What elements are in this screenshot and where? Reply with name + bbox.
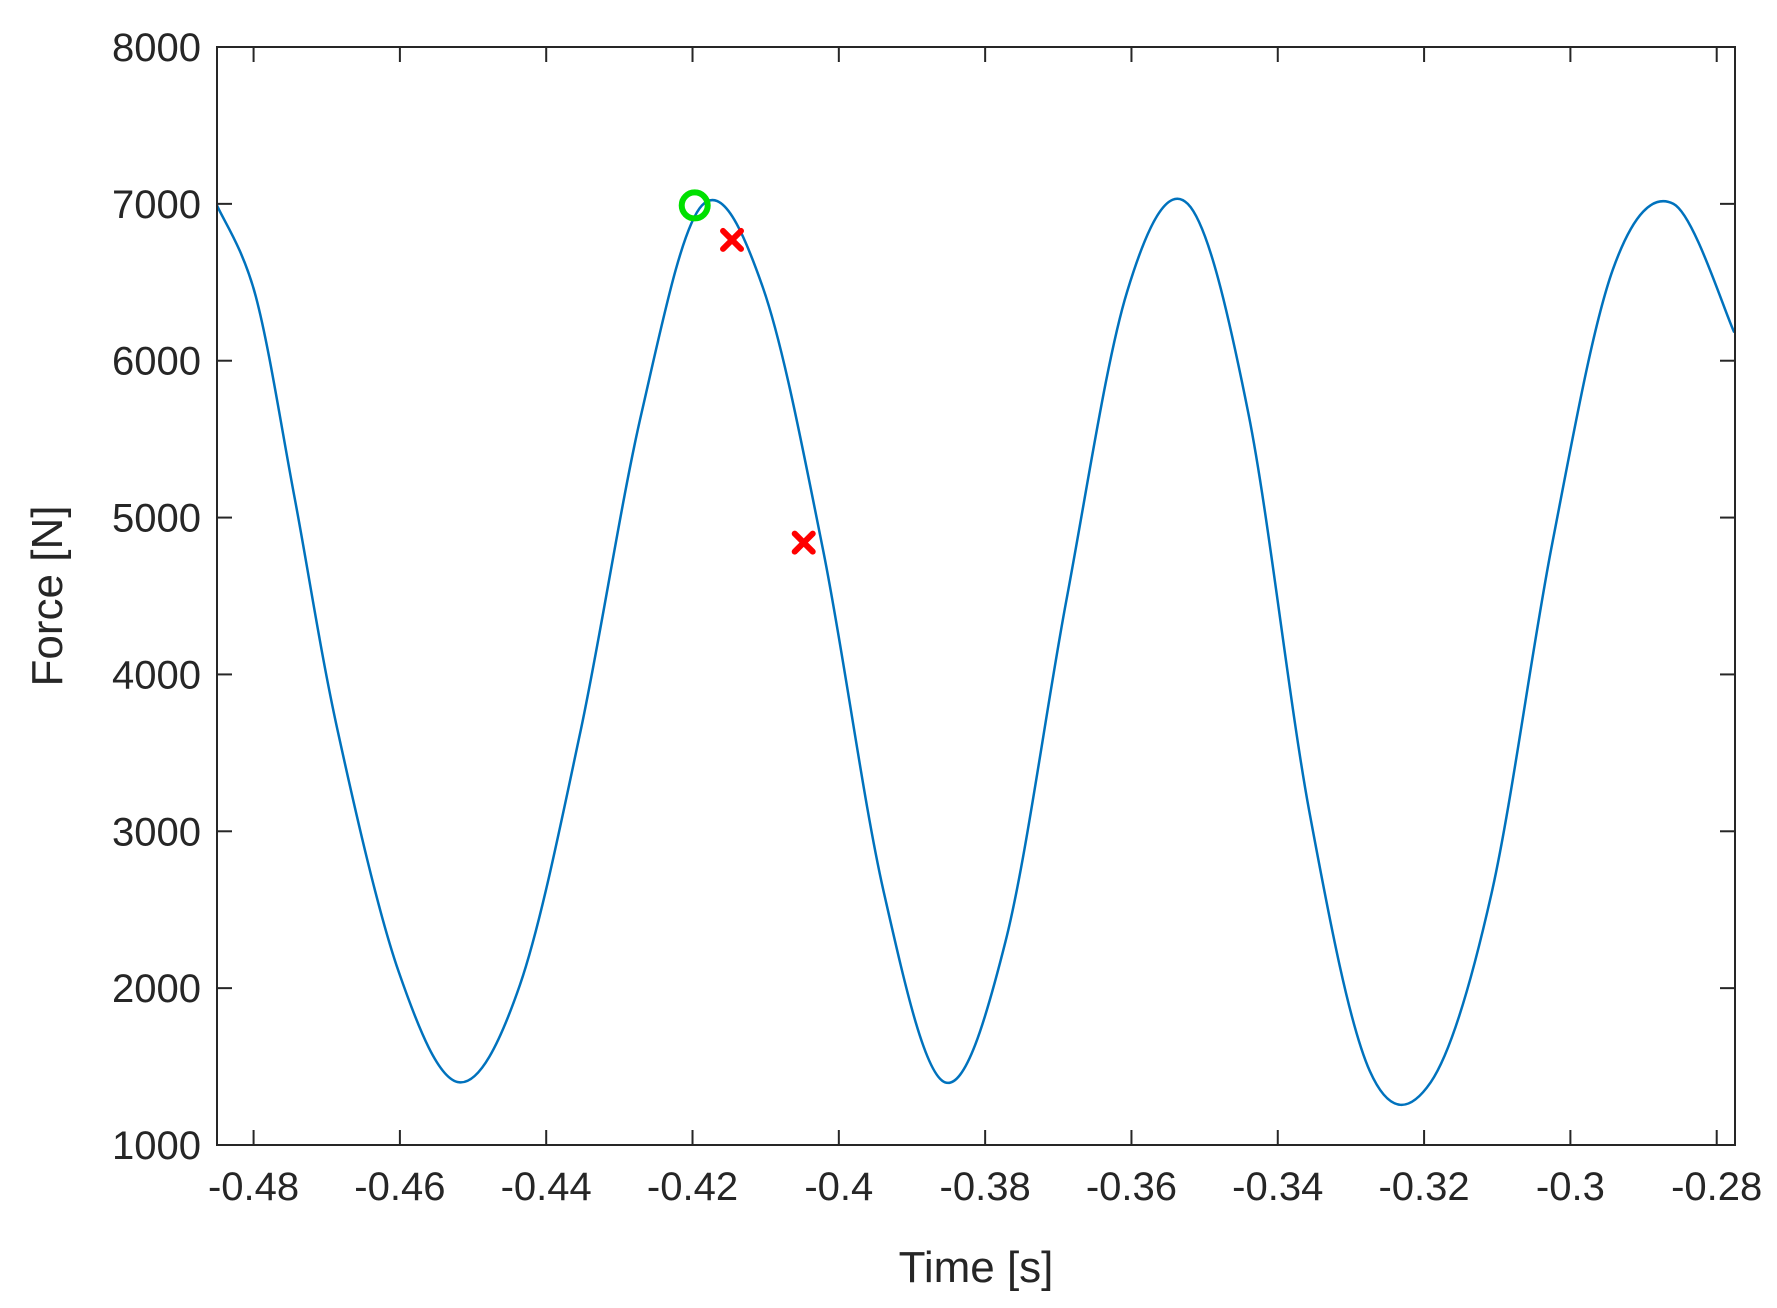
peak-marker-circle — [678, 189, 711, 222]
x-tick-label: -0.3 — [1536, 1165, 1605, 1209]
x-axis-label: Time [s] — [899, 1243, 1054, 1292]
x-tick-label: -0.32 — [1378, 1165, 1469, 1209]
y-ticks: 1000 2000 3000 4000 5000 6000 7000 8000 — [112, 26, 1735, 1168]
y-tick-label: 7000 — [112, 183, 201, 227]
y-tick-label: 1000 — [112, 1124, 201, 1168]
x-tick-label: -0.44 — [501, 1165, 592, 1209]
x-tick-label: -0.4 — [804, 1165, 873, 1209]
y-tick-label: 8000 — [112, 26, 201, 70]
plot-area — [217, 47, 1735, 1145]
y-tick-label: 4000 — [112, 653, 201, 697]
y-tick-label: 2000 — [112, 967, 201, 1011]
x-tick-label: -0.46 — [354, 1165, 445, 1209]
x-tick-label: -0.34 — [1232, 1165, 1323, 1209]
axes-box — [216, 46, 1736, 1146]
series-layer — [215, 189, 1736, 1107]
y-tick-label: 3000 — [112, 810, 201, 854]
point-marker-x — [791, 530, 816, 555]
x-ticks: -0.48 -0.46 -0.44 -0.42 -0.4 -0.38 -0.36 -0.34 -… — [208, 47, 1762, 1209]
x-tick-label: -0.48 — [208, 1165, 299, 1209]
x-tick-label: -0.42 — [647, 1165, 738, 1209]
x-tick-label: -0.36 — [1086, 1165, 1177, 1209]
x-tick-label: -0.38 — [940, 1165, 1031, 1209]
force-series-line — [215, 197, 1736, 1107]
y-axis-label: Force [N] — [23, 506, 72, 687]
x-tick-label: -0.28 — [1671, 1165, 1762, 1209]
point-marker-x — [720, 227, 745, 252]
y-tick-label: 5000 — [112, 497, 201, 541]
y-tick-label: 6000 — [112, 340, 201, 384]
